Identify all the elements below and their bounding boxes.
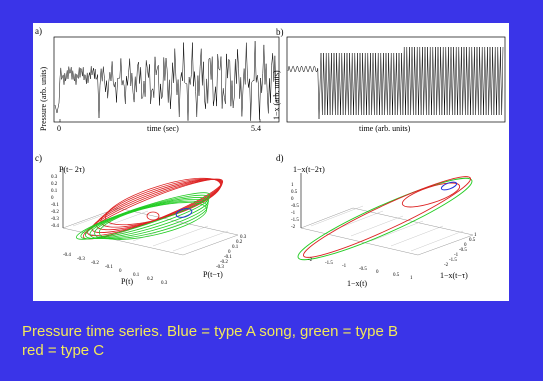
panel-c-z-tick-6: -0.3 [51,217,59,222]
panel-c-axes-box [62,168,239,256]
panel-c-y-tick-1: 0.2 [236,240,243,245]
panel-c-type-b-loop [85,197,209,239]
panel-d-y-tick-4: -1 [454,253,459,258]
panel-d-z-tick-0: 1 [291,183,294,188]
panel-d-x-tick-3: -0.5 [359,267,367,272]
panel-c-y-tick-5: -0.2 [220,260,228,265]
panel-d-y-tick-5: -1.5 [449,258,457,263]
panel-c-zlabel: P(t− 2τ) [59,165,85,174]
panel-c-z-tick-1: 0.2 [51,182,58,187]
panel-d-z-tick-6: -2 [291,225,296,230]
panel-d-type-b-loop [297,177,473,261]
panel-d-zlabel: 1−x(t−2τ) [293,165,325,174]
panel-c-x-tick-1: -0.3 [77,257,85,262]
phase-space-svg [62,168,474,261]
panel-c-type-c-loop [87,178,223,237]
panel-d-y-tick-1: 0.5 [469,238,476,243]
panel-d-type-c-loop [303,176,471,258]
panel-c-y-tick-6: -0.3 [216,265,224,270]
panel-b-frame [286,36,506,123]
panel-d-y-tick-2: 0 [464,243,467,248]
panel-d-y-tick-0: 1 [474,233,477,238]
panel-c-z-tick-0: 0.3 [51,175,58,180]
panel-d-x-tick-6: 1 [410,276,413,281]
panel-d-x-tick-5: 0.5 [393,273,400,278]
panel-a-waveform [54,41,278,121]
panel-c-xlabel: P(t) [121,277,133,286]
panel-b-letter: b) [276,27,284,37]
panel-c-y-tick-2: 0.1 [232,245,239,250]
panel-d-type-c-inner-loop [401,182,461,208]
panel-a-letter: a) [35,26,42,36]
panel-d-z-tick-3: -0.5 [291,204,299,209]
panel-c-type-a-loop [175,208,193,218]
panel-d-axes-box [300,173,474,256]
panel-d-z-tick-4: -1 [291,211,296,216]
panel-c-x-tick-6: 0.2 [147,277,154,282]
panel-c-type-c-small-loop [146,211,160,221]
panel-d-type-a-loop [440,181,458,191]
panel-d-x-tick-0: -2 [308,258,313,263]
panel-d-attractor [297,176,473,261]
panel-c-z-tick-3: 0 [51,196,54,201]
panel-c-type-b-loop [89,199,209,239]
caption-line-1: Pressure time series. Blue = type A song… [22,323,399,340]
panel-d-z-tick-5: -1.5 [291,218,299,223]
panel-b-waveform [287,46,504,120]
panel-b-xlabel: time (arb. units) [359,124,411,133]
panel-c-type-b-loop [75,192,211,240]
panel-c-x-tick-3: -0.1 [105,265,113,270]
panel-c-type-b-loop [94,200,208,240]
panel-c-y-tick-4: -0.1 [224,255,232,260]
panel-d-x-tick-4: 0 [376,270,379,275]
panel-c-type-b-loop [98,202,208,240]
panel-a-frame [53,36,280,123]
caption-line-2: red = type C [22,342,105,359]
panel-d-letter: d) [276,153,284,163]
panel-c-z-tick-4: -0.1 [51,203,59,208]
panel-c-x-tick-2: -0.2 [91,261,99,266]
panel-a-tick-start-label: 0 [57,124,61,133]
panel-c-z-tick-7: -0.4 [51,224,59,229]
panel-c-x-tick-5: 0.1 [133,273,140,278]
panel-c-letter: c) [35,153,42,163]
panel-d-x-tick-2: -1 [342,264,347,269]
figure-panel: a) Pressure (arb. units) 0 time (sec) 5.… [33,23,509,301]
panel-c-type-b-loop [80,194,210,240]
panel-d-y-tick-6: -2 [444,263,449,268]
panel-c-y-tick-0: 0.3 [240,235,247,240]
panel-c-attractor [75,177,224,240]
panel-c-x-tick-0: -0.4 [63,253,71,258]
panel-c-z-tick-5: -0.2 [51,210,59,215]
panel-d-y-tick-3: -0.5 [459,248,467,253]
panel-a-xlabel: time (sec) [147,124,179,133]
panel-d-x-tick-1: -1.5 [325,261,333,266]
panel-c-z-tick-2: 0.1 [51,189,58,194]
panel-d-ylabel: 1−x(t−τ) [440,271,468,280]
panel-c-y-tick-3: 0 [228,250,231,255]
panel-c-ylabel: P(t−τ) [203,270,223,279]
timeseries-svg [53,36,506,123]
panel-d-z-tick-1: 0.5 [291,190,298,195]
panel-c-x-tick-7: 0.3 [161,281,168,286]
panel-a-tick-end-label: 5.4 [251,124,261,133]
slide-caption: Pressure time series. Blue = type A song… [22,322,527,360]
panel-c-x-tick-4: 0 [119,269,122,274]
panel-d-z-tick-2: 0 [291,197,294,202]
panel-d-xlabel: 1−x(t) [347,279,368,288]
